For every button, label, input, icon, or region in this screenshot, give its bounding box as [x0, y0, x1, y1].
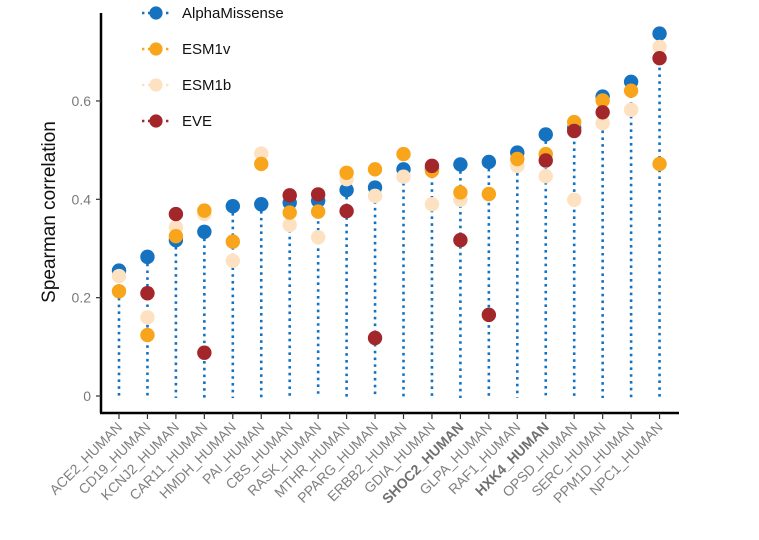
point-esm1b [396, 169, 411, 184]
legend-item-alphamissense: AlphaMissense [142, 5, 284, 22]
point-alphamissense [538, 127, 553, 142]
point-eve [424, 158, 440, 174]
legend-marker [149, 6, 163, 20]
point-eve [567, 123, 582, 139]
point-alphamissense [481, 154, 497, 170]
point-esm1v [168, 228, 184, 244]
point-eve [538, 153, 553, 168]
legend-marker [149, 114, 163, 128]
y-tick-label: 0.6 [72, 93, 92, 109]
legend-marker [149, 78, 163, 92]
point-esm1v [282, 205, 297, 220]
axes [99, 13, 679, 415]
point-esm1b [538, 169, 553, 184]
point-esm1b [282, 217, 297, 233]
x-ticks: ACE2_HUMANCD19_HUMANKCNJ2_HUMANCAR11_HUM… [46, 413, 666, 507]
legend-item-eve: EVE [142, 113, 212, 130]
point-esm1b [140, 310, 155, 325]
point-esm1v [595, 93, 610, 108]
point-eve [197, 345, 212, 360]
point-alphamissense [225, 199, 240, 214]
point-esm1v [510, 151, 525, 167]
point-eve [168, 206, 184, 222]
legend-label: ESM1v [182, 41, 231, 58]
legend-marker [149, 42, 163, 56]
point-eve [481, 307, 497, 323]
point-eve [140, 286, 155, 301]
point-alphamissense [254, 197, 269, 212]
point-esm1v [339, 165, 354, 180]
point-eve [652, 51, 667, 66]
point-eve [367, 330, 383, 346]
point-esm1v [623, 83, 639, 98]
point-esm1b [111, 268, 127, 284]
legend-item-esm1v: ESM1v [142, 41, 231, 58]
point-esm1v [254, 156, 269, 172]
point-esm1v [453, 185, 468, 200]
point-alphamissense [652, 26, 667, 41]
point-esm1b [254, 146, 269, 161]
point-esm1v [396, 146, 411, 162]
point-alphamissense [339, 182, 354, 198]
legend-item-esm1b: ESM1b [142, 77, 231, 94]
y-tick-label: 0.2 [72, 290, 92, 306]
legend-label: EVE [182, 113, 212, 130]
point-esm1b [310, 229, 326, 245]
point-esm1b [623, 102, 639, 118]
point-esm1v [652, 156, 667, 172]
legend: AlphaMissense ESM1v ESM1b EVE [142, 5, 284, 130]
point-esm1v [140, 327, 155, 343]
point-alphamissense [453, 157, 468, 172]
point-esm1v [481, 186, 497, 202]
y-tick-label: 0.4 [72, 191, 92, 207]
point-esm1v [197, 203, 212, 218]
legend-label: ESM1b [182, 77, 231, 94]
point-esm1b [225, 253, 240, 268]
point-esm1b [595, 115, 610, 131]
point-esm1v [111, 284, 127, 299]
point-eve [310, 187, 326, 202]
legend-label: AlphaMissense [182, 5, 284, 22]
y-axis-label: Spearman correlation [39, 121, 60, 303]
point-eve [282, 188, 297, 203]
point-eve [339, 203, 354, 219]
point-alphamissense [140, 249, 155, 265]
point-esm1v [225, 234, 240, 249]
point-esm1b [652, 39, 667, 55]
y-ticks: 0 0.2 0.4 0.6 [72, 93, 101, 404]
point-alphamissense [197, 224, 212, 239]
point-esm1b [367, 188, 383, 204]
point-eve [453, 232, 468, 248]
y-tick-label: 0 [83, 388, 91, 404]
point-eve [595, 105, 610, 120]
points-layer [111, 26, 667, 360]
point-esm1b [424, 197, 440, 212]
point-esm1v [310, 204, 326, 219]
point-esm1v [367, 162, 383, 177]
point-esm1b [567, 192, 582, 208]
stems-layer [117, 33, 661, 398]
